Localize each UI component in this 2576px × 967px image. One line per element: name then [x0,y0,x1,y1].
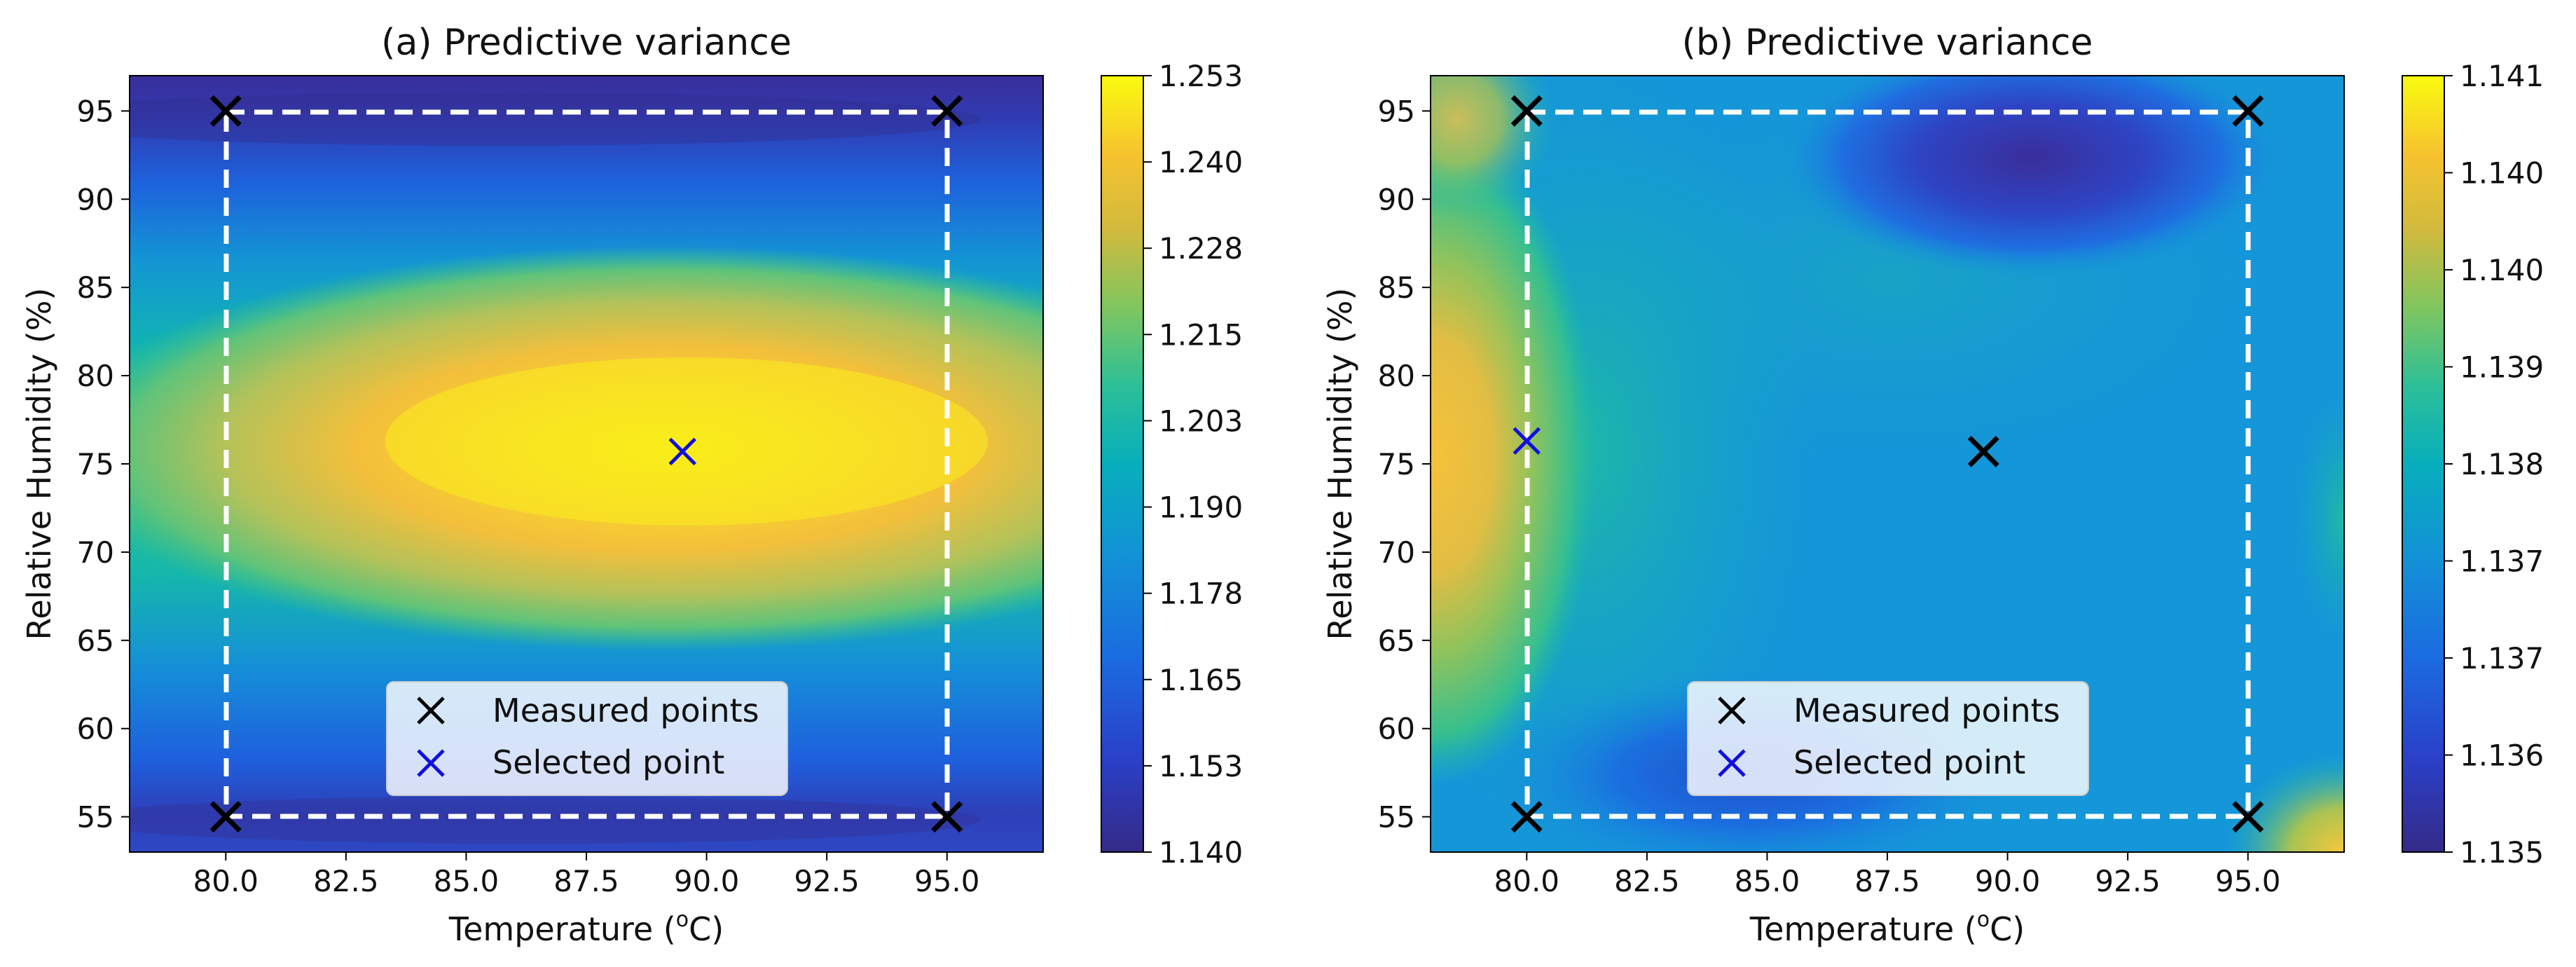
panel-a-title: (a) Predictive variance [381,22,792,64]
legend-selected-marker [1718,749,1746,777]
colorbar-tick-label: 1.135 [2460,835,2544,870]
colorbar-tick-label: 1.138 [2460,447,2544,481]
panel-b-boundary [1524,109,2251,819]
x-tick-label: 82.5 [1614,864,1680,898]
colorbar-tick-label: 1.253 [1159,59,1243,93]
y-tick-label: 65 [1378,624,1415,658]
panel-a-heatmap [130,76,1043,852]
y-tick-label: 70 [77,535,114,570]
y-tick-label: 55 [77,800,114,835]
x-tick-label: 95.0 [2215,864,2281,898]
y-tick-label: 70 [1378,535,1415,570]
legend-selected-marker [417,749,445,777]
x-tick-label: 92.5 [794,864,860,898]
panel-b-colorbar-ticks: 1.135 1.136 1.137 1.137 1.138 1.139 1.140 1.140… [2444,59,2544,870]
colorbar-tick-label: 1.139 [2460,350,2544,385]
y-tick-label: 75 [77,447,114,481]
measured-point-marker [931,801,963,833]
colorbar-tick-label: 1.165 [1159,663,1243,697]
x-tick-label: 80.0 [193,864,259,898]
x-tick-label: 80.0 [1494,864,1560,898]
legend-measured-marker [1718,697,1746,725]
panel-a-colorbar: 1.140 1.153 1.165 1.178 1.190 1.203 1.215 1.228… [1101,59,1243,870]
panel-b-title: (b) Predictive variance [1682,22,2093,64]
x-tick-label: 82.5 [313,864,379,898]
panel-b-y-ticks: 55 60 65 70 75 80 85 90 95 [1378,94,1431,835]
y-tick-label: 60 [77,712,114,746]
y-tick-label: 65 [77,624,114,658]
legend-selected-label: Selected point [493,743,724,781]
panel-a-legend: Measured points Selected point [386,681,788,796]
measured-point-marker [931,95,963,127]
y-tick-label: 95 [77,94,114,128]
colorbar-tick-label: 1.136 [2460,739,2544,773]
colorbar-tick-label: 1.153 [1159,749,1243,783]
colorbar-tick-label: 1.228 [1159,231,1243,266]
y-tick-label: 90 [1378,182,1415,217]
panel-a-xlabel: Temperature (oC) [448,907,724,948]
panel-a-y-ticks: 55 60 65 70 75 80 85 90 95 [77,94,130,835]
colorbar-tick-label: 1.178 [1159,577,1243,611]
measured-point-marker [2232,95,2264,127]
legend-measured-label: Measured points [1793,692,2060,729]
panel-a-colorbar-ticks: 1.140 1.153 1.165 1.178 1.190 1.203 1.215 1.228… [1143,59,1243,870]
panel-b-ylabel: Relative Humidity (%) [1321,288,1359,640]
colorbar-tick-label: 1.240 [1159,145,1243,179]
measured-point-marker [1967,435,1999,467]
y-tick-label: 80 [77,359,114,393]
colorbar-tick-label: 1.141 [2460,59,2544,93]
panel-a-boundary [223,109,950,819]
panel-a-ylabel: Relative Humidity (%) [20,288,58,640]
panel-b: (b) Predictive variance 80.0 82.5 85.0 87.5… [1321,22,2544,948]
y-tick-label: 80 [1378,359,1415,393]
x-tick-label: 85.0 [1735,864,1800,898]
y-tick-label: 90 [77,182,114,217]
y-tick-label: 75 [1378,447,1415,481]
colorbar-tick-label: 1.215 [1159,317,1243,352]
measured-point-marker [1510,801,1543,833]
panel-b-markers [1510,95,2264,833]
x-tick-label: 90.0 [1975,864,2041,898]
selected-point-marker [1513,427,1541,455]
legend-measured-marker [417,697,445,725]
panel-a-markers [209,95,963,833]
legend-measured-label: Measured points [493,692,759,729]
measured-point-marker [209,801,242,833]
x-tick-label: 87.5 [553,864,619,898]
panel-b-colorbar: 1.135 1.136 1.137 1.137 1.138 1.139 1.140 1.140… [2402,59,2544,870]
y-tick-label: 55 [1378,800,1415,835]
panel-b-heatmap [1431,76,2344,852]
colorbar-tick-label: 1.190 [1159,491,1243,525]
measured-point-marker [2232,801,2264,833]
colorbar-tick-label: 1.140 [2460,253,2544,287]
colorbar-tick-label: 1.137 [2460,544,2544,579]
legend-selected-label: Selected point [1793,743,2025,781]
colorbar-tick-label: 1.140 [1159,835,1243,870]
measured-point-marker [209,95,242,127]
selected-point-marker [668,437,697,466]
y-tick-label: 95 [1378,94,1415,128]
panel-b-x-ticks: 80.0 82.5 85.0 87.5 90.0 92.5 95.0 [1494,852,2281,898]
x-tick-label: 95.0 [914,864,980,898]
y-tick-label: 85 [77,270,114,305]
x-tick-label: 92.5 [2095,864,2161,898]
y-tick-label: 60 [1378,712,1415,746]
colorbar-tick-label: 1.203 [1159,404,1243,438]
panel-a-x-ticks: 80.0 82.5 85.0 87.5 90.0 92.5 95.0 [193,852,980,898]
measured-point-marker [1510,95,1543,127]
x-tick-label: 87.5 [1854,864,1920,898]
panel-a: (a) Predictive variance 80.0 82.5 85.0 87.5… [20,22,1243,948]
x-tick-label: 90.0 [674,864,740,898]
panel-b-legend: Measured points Selected point [1687,681,2089,796]
colorbar-tick-label: 1.140 [2460,156,2544,191]
y-tick-label: 85 [1378,270,1415,305]
panel-b-xlabel: Temperature (oC) [1749,907,2025,948]
colorbar-tick-label: 1.137 [2460,641,2544,675]
x-tick-label: 85.0 [434,864,500,898]
